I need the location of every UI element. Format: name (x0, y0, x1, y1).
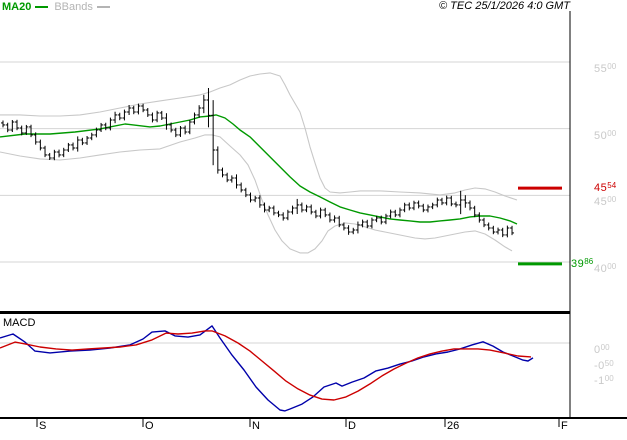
ma20-legend-swatch (35, 6, 49, 8)
macd-signal-line (0, 330, 532, 401)
price-axis-label-5000: 5000 (594, 128, 617, 142)
price-axis-label-5500: 5500 (594, 62, 617, 75)
bollinger-upper-band-line (0, 72, 518, 201)
copyright-timestamp: © TEC 25/1/2026 4:0 GMT (439, 0, 570, 12)
resistance-level-label: 4554 (594, 181, 617, 195)
time-axis-label-N: N (252, 420, 260, 432)
time-axis-label-S: S (39, 420, 47, 432)
macd-panel-title: MACD (3, 317, 36, 329)
macd-axis-label-m100: -100 (594, 374, 614, 387)
time-axis-label-F: F (561, 420, 568, 432)
time-axis-label-D: D (348, 420, 356, 432)
macd-axis-label-m050: -050 (594, 358, 614, 372)
support-level-label: 3986 (571, 256, 594, 270)
macd-axis-label-000: 000 (594, 343, 610, 356)
price-axis-label-4500: 4500 (594, 195, 617, 209)
bbands-legend-label: BBands (54, 0, 93, 13)
macd-line (0, 325, 534, 412)
chart-legend: MA20 BBands (2, 1, 116, 13)
price-gridlines (0, 61, 570, 263)
bollinger-lower-band-line (0, 134, 513, 254)
time-axis-label-O: O (145, 420, 154, 432)
ma20-legend-label: MA20 (2, 0, 32, 13)
price-axis-label-4000: 4000 (594, 262, 617, 275)
candlestick-bars (1, 88, 515, 238)
ma20-line (0, 114, 518, 225)
chart-borders (0, 11, 627, 419)
time-axis-label-26: 26 (447, 420, 460, 432)
time-axis-ticks (36, 419, 560, 427)
bbands-legend-swatch (96, 6, 110, 8)
